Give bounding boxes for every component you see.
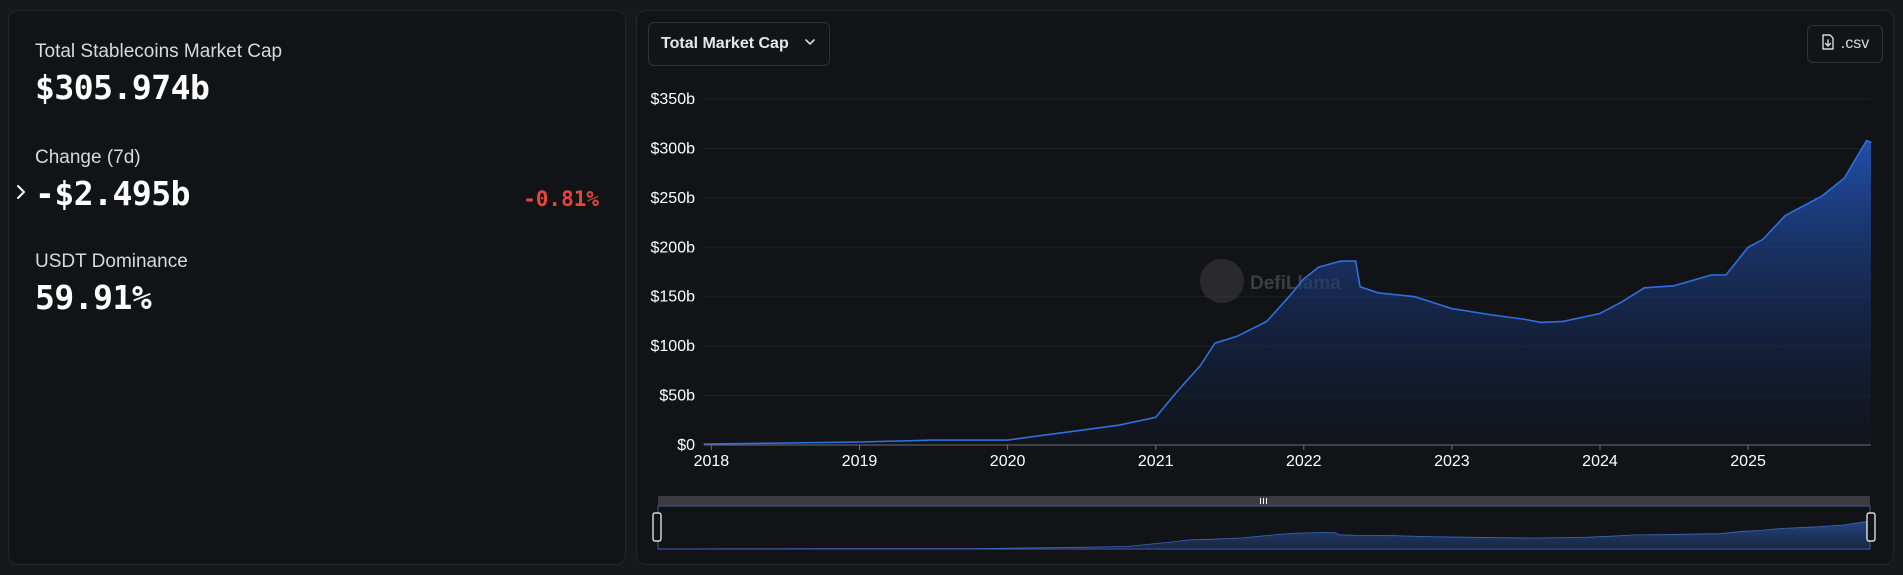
x-tick-label: 2019 [842,453,878,470]
y-tick-label: $100b [651,338,696,355]
data-point [1359,286,1361,288]
data-point [1266,320,1268,322]
data-point [1355,260,1357,262]
stats-panel: Total Stablecoins Market Cap $305.974b C… [8,10,626,565]
x-tick-label: 2022 [1286,453,1322,470]
llama-logo-icon [1200,259,1244,303]
y-tick-label: $350b [651,91,696,108]
data-point [784,442,787,444]
data-point [1747,246,1749,248]
file-download-icon [1821,33,1835,55]
data-point [1725,274,1727,276]
area-series [703,139,1872,445]
total-market-cap-label: Total Stablecoins Market Cap [35,41,283,62]
data-point [1177,390,1179,392]
data-point [1199,365,1201,367]
y-tick-label: $150b [651,289,696,306]
data-point [1562,320,1564,322]
total-market-cap-value: $305.974b [35,68,210,107]
series-line [703,139,1872,445]
data-point [1303,278,1305,280]
data-point [1540,321,1542,323]
data-point [1821,195,1823,197]
data-point [932,439,935,441]
data-point [1236,335,1238,337]
usdt-dominance-value: 59.91% [35,278,152,317]
csv-label: .csv [1840,35,1870,52]
y-tick-label: $50b [659,388,695,405]
data-point [1414,296,1416,298]
y-tick-label: $300b [651,140,696,157]
y-tick-label: $200b [651,239,696,256]
data-point [1525,318,1527,321]
x-tick-label: 2024 [1582,453,1618,470]
data-point [1599,312,1601,315]
download-csv-button[interactable]: .csv [1807,25,1883,63]
data-point [1643,287,1645,289]
range-slider[interactable] [652,496,1876,550]
data-point [1451,308,1453,310]
range-handle-left[interactable] [652,512,662,542]
data-point [1155,416,1157,418]
y-tick-label: $250b [651,190,696,207]
data-point [1214,342,1216,344]
data-point [1118,424,1120,426]
range-slider-grip-icon[interactable] [1260,498,1267,504]
x-axis: 2018 2019 2020 2021 2022 2023 2024 2025 [694,444,1871,470]
overview-area-path [657,521,1871,550]
data-point [703,443,705,445]
x-tick-label: 2021 [1138,453,1174,470]
data-point [1318,266,1320,268]
change-7d-value: -$2.495b [35,174,190,213]
data-point [1007,439,1009,441]
usdt-dominance-label: USDT Dominance [35,251,188,272]
x-tick-label: 2020 [990,453,1026,470]
data-point [1340,260,1342,262]
x-tick-label: 2018 [694,453,730,470]
y-axis: $0 $50b $100b $150b $200b $250b $300b $350b [651,91,696,454]
change-7d-percent: -0.81% [523,187,599,211]
y-tick-label: $0 [677,437,695,454]
data-point [1044,434,1046,436]
data-point [1710,274,1712,276]
change-7d-label: Change (7d) [35,147,141,168]
data-point [1377,292,1379,294]
data-point [1081,429,1083,431]
x-tick-label: 2023 [1434,453,1470,470]
data-point [1870,141,1872,144]
data-point [1843,177,1845,179]
x-tick-label: 2025 [1730,453,1766,470]
chart-panel: Total Market Cap .csv $0 $50b $100b $150b $2… [636,10,1894,565]
market-cap-chart[interactable]: $0$50b$100b$150b$200b$250b$300b$350b Def… [637,11,1895,566]
data-point [1288,296,1290,298]
data-point [1488,313,1490,316]
data-point [1784,215,1786,217]
data-point [1866,139,1868,142]
metric-dropdown[interactable]: Total Market Cap [648,22,830,66]
overview-area [657,521,1871,550]
data-point [1621,301,1623,303]
area-fill [704,140,1871,445]
range-handle-right[interactable] [1866,512,1876,542]
data-point [858,441,861,443]
data-point [1762,238,1764,240]
data-point [1673,285,1675,287]
chevron-down-icon [803,35,817,54]
metric-dropdown-label: Total Market Cap [661,35,789,52]
chevron-right-icon[interactable] [13,181,29,203]
